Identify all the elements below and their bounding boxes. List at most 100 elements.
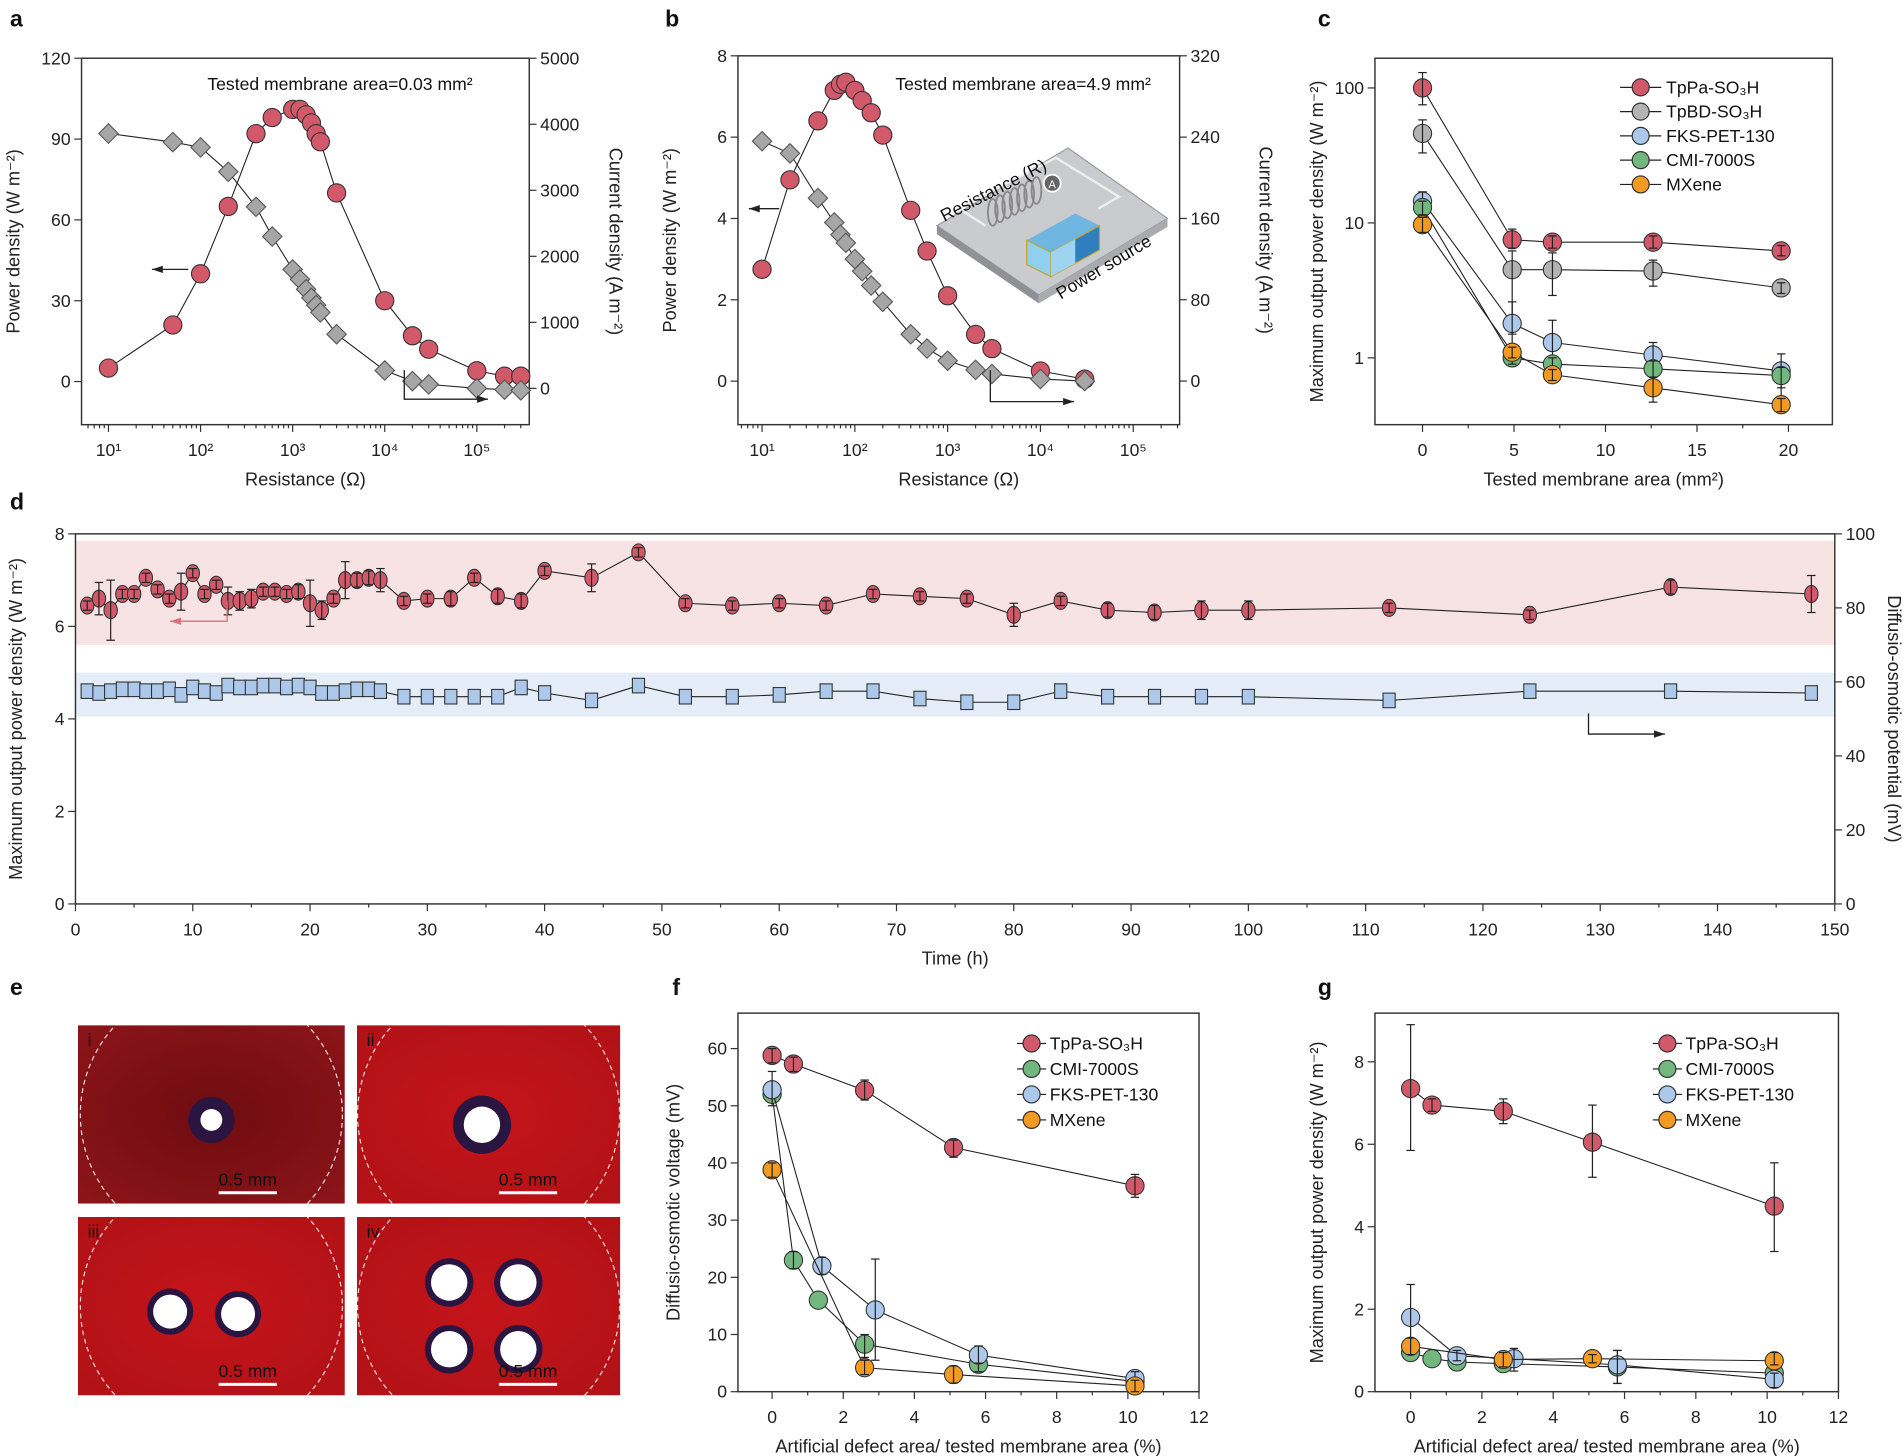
y2-axis-label: Current density (A m⁻²) — [605, 148, 625, 335]
ammeter-icon — [1042, 173, 1062, 193]
x-tick-label: 130 — [1586, 919, 1616, 939]
data-point — [1101, 688, 1115, 705]
right-axis-arrow-head — [1654, 730, 1665, 738]
defect-hole — [463, 1106, 501, 1143]
data-point — [350, 681, 364, 698]
micrograph-iv: iv 0.5 mm — [356, 1216, 621, 1396]
micrograph-image — [356, 1025, 621, 1204]
data-point — [190, 264, 211, 284]
data-point — [1054, 683, 1068, 699]
data-point — [1663, 683, 1678, 699]
data-point — [163, 315, 183, 335]
y2-tick-label: 0 — [1191, 371, 1201, 391]
data-point — [309, 301, 331, 323]
data-point — [1074, 370, 1096, 392]
data-point — [444, 688, 458, 705]
micrograph-background — [77, 1216, 345, 1396]
legend-label: FKS-PET-130 — [1050, 1084, 1159, 1104]
y-axis-label: Maximum output power density (W m⁻²) — [6, 558, 26, 880]
legend-label: TpPa-SO₃H — [1686, 1034, 1779, 1054]
series-line — [1422, 200, 1782, 372]
legend-marker — [1631, 102, 1650, 121]
x-tick-label: 0 — [1406, 1407, 1416, 1427]
y-tick-label: 4 — [1354, 1217, 1364, 1237]
y-tick-label: 0 — [1354, 1382, 1364, 1402]
data-point — [1422, 1349, 1442, 1369]
data-point — [873, 125, 893, 145]
series-line — [1422, 224, 1782, 406]
data-point — [494, 379, 516, 401]
data-point — [752, 259, 772, 279]
x-tick-label: 2 — [838, 1407, 848, 1427]
y-axis-label: Diffusio-osmotic voltage (mV) — [664, 1084, 684, 1321]
chart-f: 0 2 4 6 8 10 12 0 10 20 30 40 50 60 Artificial defect … — [664, 1012, 1209, 1456]
data-point — [917, 241, 937, 261]
data-point — [104, 683, 118, 699]
data-point — [808, 111, 828, 131]
legend-label: CMI-7000S — [1686, 1059, 1775, 1079]
chart-a: 10¹ 10² 10³ 10⁴ 10⁵ 0 30 60 90 120 0 1000 2000 3000 40… — [4, 48, 626, 489]
x-tick-label: 0 — [1418, 440, 1428, 460]
y-tick-label: 0 — [717, 1382, 727, 1402]
data-point — [1241, 688, 1255, 705]
y-tick-label: 10 — [1344, 213, 1364, 233]
data-point — [510, 379, 532, 401]
data-point — [174, 687, 188, 703]
data-point — [807, 187, 829, 209]
micrographs-panel: i 0.5 mm ii 0.5 mm iii 0.5 mm iv 0.5 mm — [77, 1025, 621, 1396]
y2-tick-label: 160 — [1191, 209, 1221, 229]
y2-tick-label: 0 — [540, 378, 550, 398]
legend-label: FKS-PET-130 — [1666, 126, 1775, 146]
scale-bar-label: 0.5 mm — [218, 1361, 277, 1381]
data-point — [98, 358, 119, 378]
y-tick-label: 60 — [707, 1039, 727, 1059]
y2-tick-label: 320 — [1191, 46, 1221, 66]
data-point — [1029, 368, 1051, 390]
chart-d: 0 10 20 30 40 50 60 70 80 90 100 110 120 130 140 150024… — [6, 524, 1903, 969]
y-tick-label: 4 — [55, 709, 65, 729]
data-point — [262, 107, 282, 128]
series-line — [108, 132, 521, 391]
y2-tick-label: 20 — [1846, 820, 1866, 840]
x-tick-label: 150 — [1820, 919, 1850, 939]
y2-axis-label: Diffusio-osmotic potential (mV) — [1884, 595, 1903, 842]
data-point — [362, 681, 376, 698]
data-point — [256, 677, 270, 694]
micrograph-iii: iii 0.5 mm — [77, 1216, 345, 1396]
y-tick-label: 90 — [51, 129, 71, 149]
data-point — [913, 690, 927, 707]
x-tick-label: 120 — [1468, 919, 1498, 939]
x-tick-label: 10⁴ — [1027, 440, 1054, 460]
x-tick-label: 6 — [1620, 1407, 1630, 1427]
data-point — [150, 683, 165, 699]
right-axis-arrow-head — [477, 395, 489, 403]
data-point — [678, 688, 692, 705]
y-tick-label: 0 — [717, 371, 727, 391]
x-tick-label: 60 — [769, 919, 789, 939]
micrograph-background — [356, 1216, 621, 1396]
data-point — [965, 324, 986, 345]
power-source-icon — [1026, 213, 1101, 278]
y-tick-label: 8 — [717, 46, 727, 66]
x-tick-label: 10² — [188, 440, 214, 460]
y2-tick-label: 5000 — [540, 48, 579, 68]
y-tick-label: 8 — [1354, 1052, 1364, 1072]
data-point — [197, 683, 212, 699]
data-point — [218, 196, 238, 217]
plot-annotation-title: Tested membrane area=0.03 mm² — [207, 74, 472, 94]
tested-area-outline — [79, 1025, 343, 1204]
data-point — [835, 232, 857, 254]
legend-label: FKS-PET-130 — [1686, 1084, 1795, 1104]
coil-resistor-icon — [986, 176, 1043, 227]
data-point — [751, 130, 773, 152]
axis-pointer-arrows — [151, 205, 1665, 738]
legend-label: MXene — [1686, 1110, 1742, 1130]
data-point — [303, 679, 317, 696]
legend-marker — [1631, 175, 1650, 194]
y-tick-label: 50 — [707, 1096, 727, 1116]
chart-b: 10¹ 10² 10³ 10⁴ 10⁵02468080160240320Resistan… — [660, 46, 1276, 489]
x-tick-label: 2 — [1477, 1407, 1487, 1427]
y-axis-label: Maximum output power density (W m⁻²) — [1307, 81, 1327, 403]
data-point — [467, 361, 487, 381]
